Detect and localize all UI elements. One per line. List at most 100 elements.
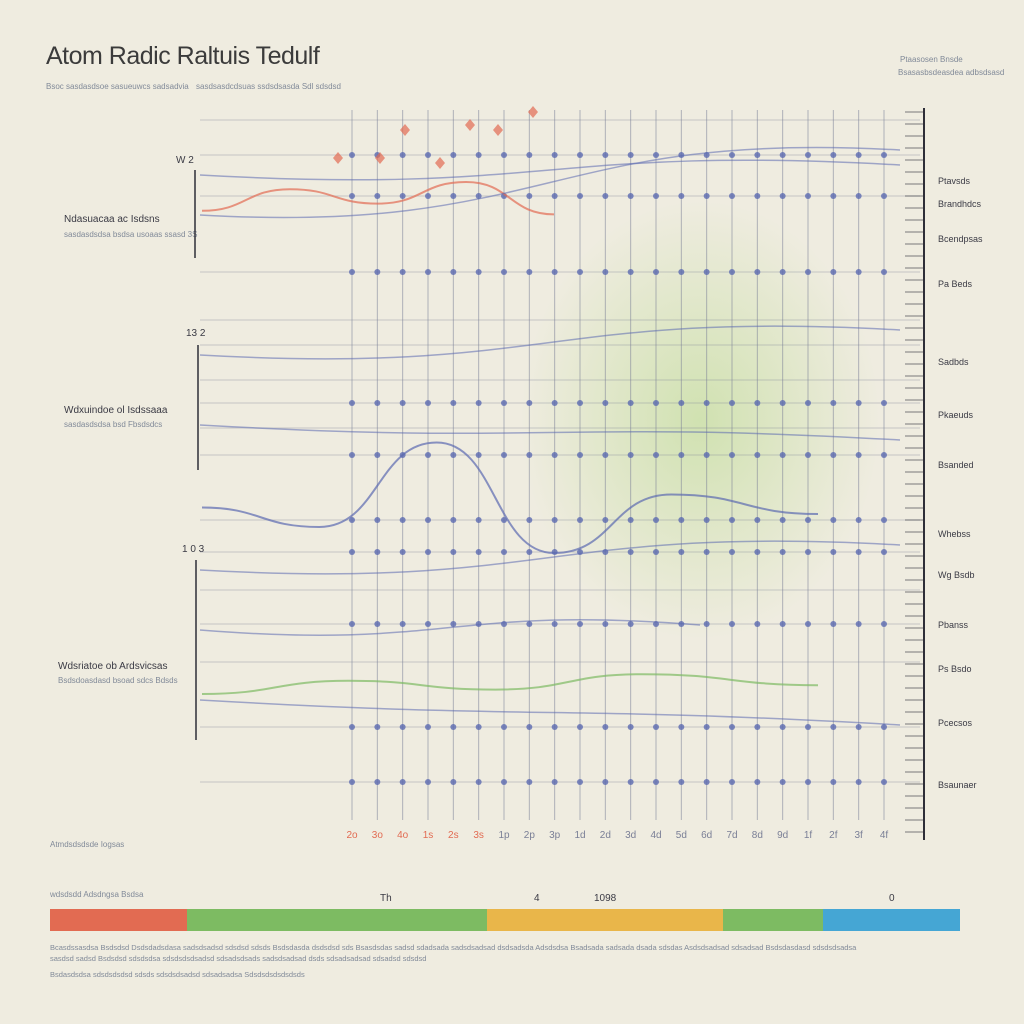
data-point	[577, 269, 583, 275]
data-point	[729, 269, 735, 275]
data-point	[653, 400, 659, 406]
data-point	[374, 549, 381, 555]
data-point	[602, 517, 609, 523]
data-point	[577, 517, 583, 523]
data-point	[830, 549, 837, 555]
x-tick-label: 7d	[726, 830, 737, 841]
data-point	[450, 724, 457, 730]
data-point	[678, 724, 685, 730]
right-axis-label: Bsaunaer	[938, 780, 977, 790]
x-tick-label: 1f	[804, 830, 813, 841]
data-point	[501, 269, 507, 275]
data-point	[577, 621, 583, 627]
data-point	[501, 517, 507, 523]
data-point	[805, 152, 811, 158]
data-point	[374, 724, 381, 730]
data-point	[653, 517, 659, 523]
data-point	[830, 517, 837, 523]
footer-line-1: Bcasdssasdsa Bsdsdsd Dsdsdadsdasa sadsds…	[50, 943, 857, 952]
data-point	[475, 400, 482, 406]
data-point	[779, 621, 786, 627]
x-tick-label: 2p	[524, 830, 536, 841]
data-point	[729, 452, 735, 458]
group-2-sub: sasdasdsdsa bsd Fbsdsdcs	[64, 420, 163, 429]
data-point	[374, 269, 381, 275]
scale-label-1: Th	[380, 893, 392, 904]
color-scale-segment	[50, 909, 187, 931]
data-point	[703, 724, 710, 730]
series-line	[201, 180, 555, 216]
data-point	[450, 193, 457, 199]
data-point	[855, 193, 862, 199]
data-point	[475, 779, 482, 785]
data-point	[374, 193, 381, 199]
right-axis-label: Pbanss	[938, 620, 969, 630]
data-point	[754, 779, 761, 785]
data-point	[881, 193, 887, 199]
group-1-label: Ndasuacaa ac Isdsns	[64, 214, 160, 225]
data-point	[551, 724, 558, 730]
data-point	[374, 452, 381, 458]
data-point	[399, 779, 406, 785]
data-point	[703, 193, 710, 199]
data-point	[805, 517, 811, 523]
data-point	[627, 269, 634, 275]
data-point	[450, 452, 457, 458]
data-point	[830, 724, 837, 730]
color-scale-segment	[186, 909, 487, 931]
data-point	[425, 193, 431, 199]
data-point	[881, 621, 887, 627]
data-point	[754, 724, 761, 730]
data-point	[881, 724, 887, 730]
data-point	[551, 400, 558, 406]
x-tick-label: 1d	[574, 830, 585, 841]
data-point	[435, 157, 445, 169]
data-point	[501, 152, 507, 158]
data-point	[501, 549, 507, 555]
series-line	[201, 441, 819, 555]
data-point	[805, 193, 811, 199]
data-point	[779, 517, 786, 523]
data-point	[399, 152, 406, 158]
data-point	[425, 549, 431, 555]
data-point	[881, 517, 887, 523]
data-point	[627, 549, 634, 555]
data-point	[577, 779, 583, 785]
series-line	[199, 424, 901, 441]
right-axis-label: Bcendpsas	[938, 234, 983, 244]
data-point	[475, 452, 482, 458]
x-tick-label: 2d	[600, 830, 611, 841]
data-point	[805, 549, 811, 555]
data-point	[475, 517, 482, 523]
data-point	[526, 193, 533, 199]
data-point	[805, 400, 811, 406]
data-point	[754, 193, 761, 199]
data-point	[653, 193, 659, 199]
data-point	[501, 452, 507, 458]
data-point	[805, 621, 811, 627]
data-point	[678, 517, 685, 523]
data-point	[881, 269, 887, 275]
data-point	[526, 517, 533, 523]
top-right-label-1: Ptaasosen Bnsde	[900, 55, 963, 64]
data-point	[349, 621, 355, 627]
data-point	[678, 193, 685, 199]
data-point	[754, 517, 761, 523]
data-point	[855, 549, 862, 555]
data-point	[333, 152, 343, 164]
data-point	[830, 452, 837, 458]
data-point	[678, 549, 685, 555]
data-point	[374, 400, 381, 406]
data-point	[602, 779, 609, 785]
footer-line-3: Bsdasdsdsa sdsdsdsdsd sdsds sdsdsdsadsd …	[50, 970, 305, 979]
x-tick-label: 5d	[676, 830, 687, 841]
data-point	[425, 621, 431, 627]
data-point	[475, 269, 482, 275]
data-point	[678, 779, 685, 785]
data-point	[703, 400, 710, 406]
data-point	[349, 400, 355, 406]
data-point	[703, 549, 710, 555]
series-line	[199, 540, 901, 575]
data-point	[425, 517, 431, 523]
data-point	[526, 400, 533, 406]
